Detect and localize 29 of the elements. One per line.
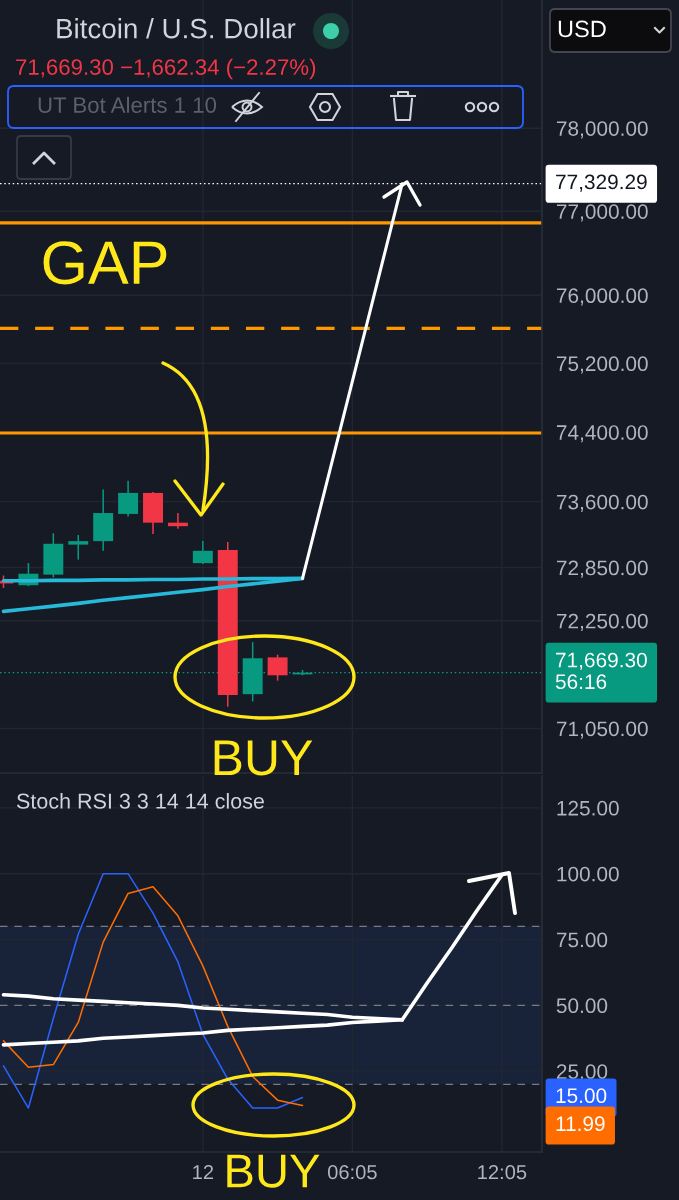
text: Bitcoin / U.S. Dollar — [57, 18, 296, 39]
x-tick-label: 12:05 — [478, 1165, 527, 1180]
y-tick-label: 71,050.00 — [556, 721, 648, 739]
y-tick-label: 76,000.00 — [556, 288, 648, 306]
text: USD — [558, 20, 606, 38]
annotation: UT Bot Alerts 1 10 — [38, 96, 217, 113]
ref-line-label: 77,329.29 — [556, 174, 647, 192]
x-tick-label: 12 — [193, 1165, 214, 1180]
y-tick-label: 75,200.00 — [556, 356, 648, 374]
y-tick-label: 78,000.00 — [556, 121, 648, 139]
annotation: GAP — [43, 241, 167, 285]
y-tick-label: 100.00 — [557, 866, 619, 882]
ref-line-label: 71,669.30 56:16 — [555, 652, 647, 690]
y-tick-label: 74,400.00 — [556, 425, 648, 443]
text: BUY — [227, 1154, 320, 1188]
y-tick-label: 72,850.00 — [556, 560, 648, 578]
y-tick-label: 77,000.00 — [556, 204, 648, 222]
y-tick-label: 125.00 — [557, 800, 619, 816]
text: 71,669.30 −1,662.34 (−2.27%) — [16, 58, 316, 80]
y-tick-label: 72,250.00 — [556, 613, 648, 631]
y-tick-label: 73,600.00 — [556, 494, 648, 512]
x-tick-label: 06:05 — [327, 1165, 377, 1180]
text: 15.00 — [556, 1088, 607, 1104]
y-tick-label: 25.00 — [556, 1064, 608, 1079]
annotation: BUY — [214, 740, 313, 776]
text: 11.99 — [556, 1116, 605, 1132]
y-tick-label: 50.00 — [556, 998, 608, 1014]
y-tick-label: 75.00 — [556, 932, 608, 948]
text: Stoch RSI 3 3 14 14 close — [16, 792, 264, 809]
